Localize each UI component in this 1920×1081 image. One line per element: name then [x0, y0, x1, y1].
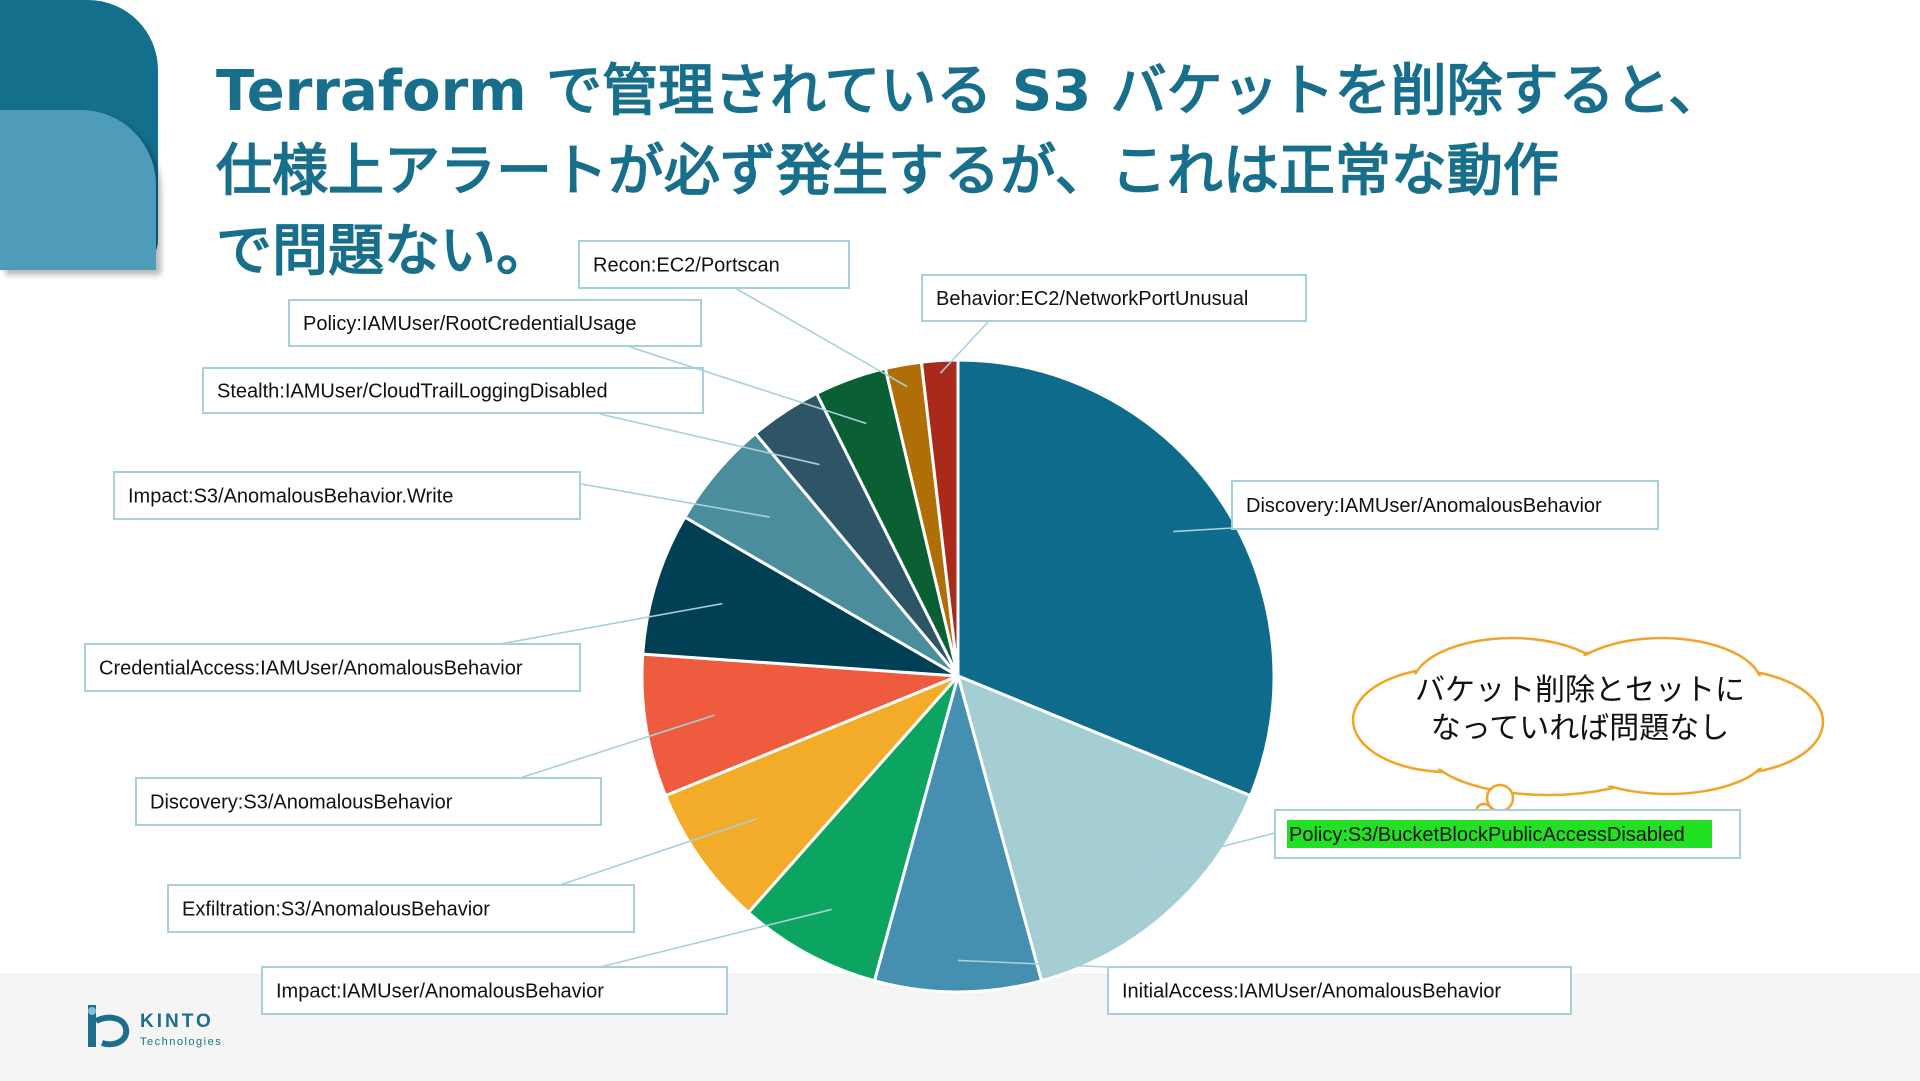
leader-line-0	[1173, 527, 1233, 533]
pie-slice-5	[640, 652, 959, 798]
slice-label-text-7: Impact:S3/AnomalousBehavior.Write	[128, 486, 453, 508]
slice-label-text-4: Exfiltration:S3/AnomalousBehavior	[182, 899, 490, 921]
slice-label-1: Policy:S3/BucketBlockPublicAccessDisable…	[1129, 809, 1741, 871]
leader-line-2	[957, 959, 1109, 968]
label-box-4	[167, 884, 635, 933]
slice-label-text-2: InitialAccess:IAMUser/AnomalousBehavior	[1122, 981, 1501, 1003]
pie-slice-2	[872, 670, 1044, 994]
slice-label-6: CredentialAccess:IAMUser/AnomalousBehavi…	[84, 602, 723, 692]
label-box-11	[921, 274, 1307, 322]
slice-label-text-9: Policy:IAMUser/RootCredentialUsage	[303, 313, 636, 335]
pie-slice-4	[663, 674, 960, 915]
callout-text: バケット削除とセットに なっていれば問題なし	[1415, 673, 1745, 746]
pie-slice-3	[746, 675, 960, 983]
leader-line-3	[599, 908, 832, 968]
leader-line-1	[1129, 832, 1276, 871]
slice-label-10: Recon:EC2/Portscan	[578, 240, 908, 388]
label-box-10	[578, 240, 850, 289]
callout-cloud	[1351, 636, 1825, 833]
leader-line-9	[629, 346, 867, 425]
label-box-9	[288, 299, 702, 347]
pie-slice-1	[955, 673, 1253, 983]
leader-line-8	[599, 413, 820, 466]
kinto-logo-mark-icon	[88, 1005, 130, 1048]
slice-label-7: Impact:S3/AnomalousBehavior.Write	[113, 471, 770, 520]
slice-label-text-11: Behavior:EC2/NetworkPortUnusual	[936, 288, 1248, 310]
slice-label-4: Exfiltration:S3/AnomalousBehavior	[167, 817, 758, 933]
slice-label-text-6: CredentialAccess:IAMUser/AnomalousBehavi…	[99, 658, 523, 680]
leader-line-7	[569, 481, 770, 518]
leader-line-5	[519, 714, 715, 779]
leader-line-10	[734, 287, 908, 388]
slice-label-8: Stealth:IAMUser/CloudTrailLoggingDisable…	[202, 367, 820, 466]
pie-slice-6	[641, 515, 959, 678]
label-box-0	[1231, 480, 1659, 530]
label-box-8	[202, 367, 704, 414]
slice-label-text-3: Impact:IAMUser/AnomalousBehavior	[276, 981, 604, 1003]
label-box-3	[261, 966, 728, 1015]
leader-line-6	[499, 602, 723, 645]
slice-label-text-0: Discovery:IAMUser/AnomalousBehavior	[1246, 495, 1602, 517]
logo-name: KINTO	[140, 1011, 214, 1032]
slice-label-text-1: Policy:S3/BucketBlockPublicAccessDisable…	[1289, 824, 1685, 846]
pie-slice-11	[919, 358, 960, 677]
slice-label-text-8: Stealth:IAMUser/CloudTrailLoggingDisable…	[217, 381, 608, 403]
label-box-7	[113, 471, 581, 520]
kinto-logo: KINTO Technologies	[84, 1003, 284, 1055]
corner-decoration-front	[0, 110, 156, 270]
slice-label-3: Impact:IAMUser/AnomalousBehavior	[261, 908, 832, 1015]
slice-label-text-5: Discovery:S3/AnomalousBehavior	[150, 792, 453, 814]
slice-label-2: InitialAccess:IAMUser/AnomalousBehavior	[957, 959, 1572, 1015]
leader-line-4	[559, 817, 758, 886]
pie-slice-0	[956, 358, 1276, 798]
slice-label-text-10: Recon:EC2/Portscan	[593, 255, 780, 277]
logo-subtitle: Technologies	[140, 1036, 223, 1048]
label-box-5	[135, 777, 602, 826]
leader-line-11	[939, 321, 989, 374]
slide-title: Terraform で管理されている S3 バケットを削除すると、 仕様上アラー…	[216, 59, 1725, 284]
slice-label-11: Behavior:EC2/NetworkPortUnusual	[921, 274, 1307, 374]
slice-label-9: Policy:IAMUser/RootCredentialUsage	[288, 299, 867, 425]
label-highlight	[1287, 820, 1712, 848]
label-box-6	[84, 643, 581, 692]
slice-label-0: Discovery:IAMUser/AnomalousBehavior	[1173, 480, 1659, 533]
slice-label-5: Discovery:S3/AnomalousBehavior	[135, 714, 715, 826]
label-box-2	[1107, 966, 1572, 1015]
